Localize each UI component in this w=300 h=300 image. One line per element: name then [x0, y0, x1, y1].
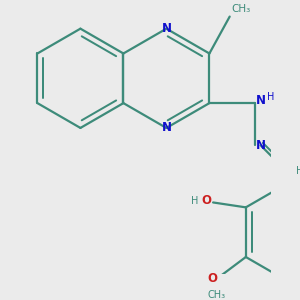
Text: H: H: [267, 92, 274, 102]
Text: N: N: [161, 122, 171, 134]
Text: CH₃: CH₃: [207, 290, 225, 300]
Text: H: H: [191, 196, 198, 206]
Text: N: N: [256, 139, 266, 152]
Text: O: O: [202, 194, 212, 208]
Text: N: N: [161, 22, 171, 35]
Text: CH₃: CH₃: [231, 4, 250, 14]
Text: O: O: [208, 272, 218, 285]
Text: N: N: [256, 94, 266, 107]
Text: H: H: [296, 166, 300, 176]
